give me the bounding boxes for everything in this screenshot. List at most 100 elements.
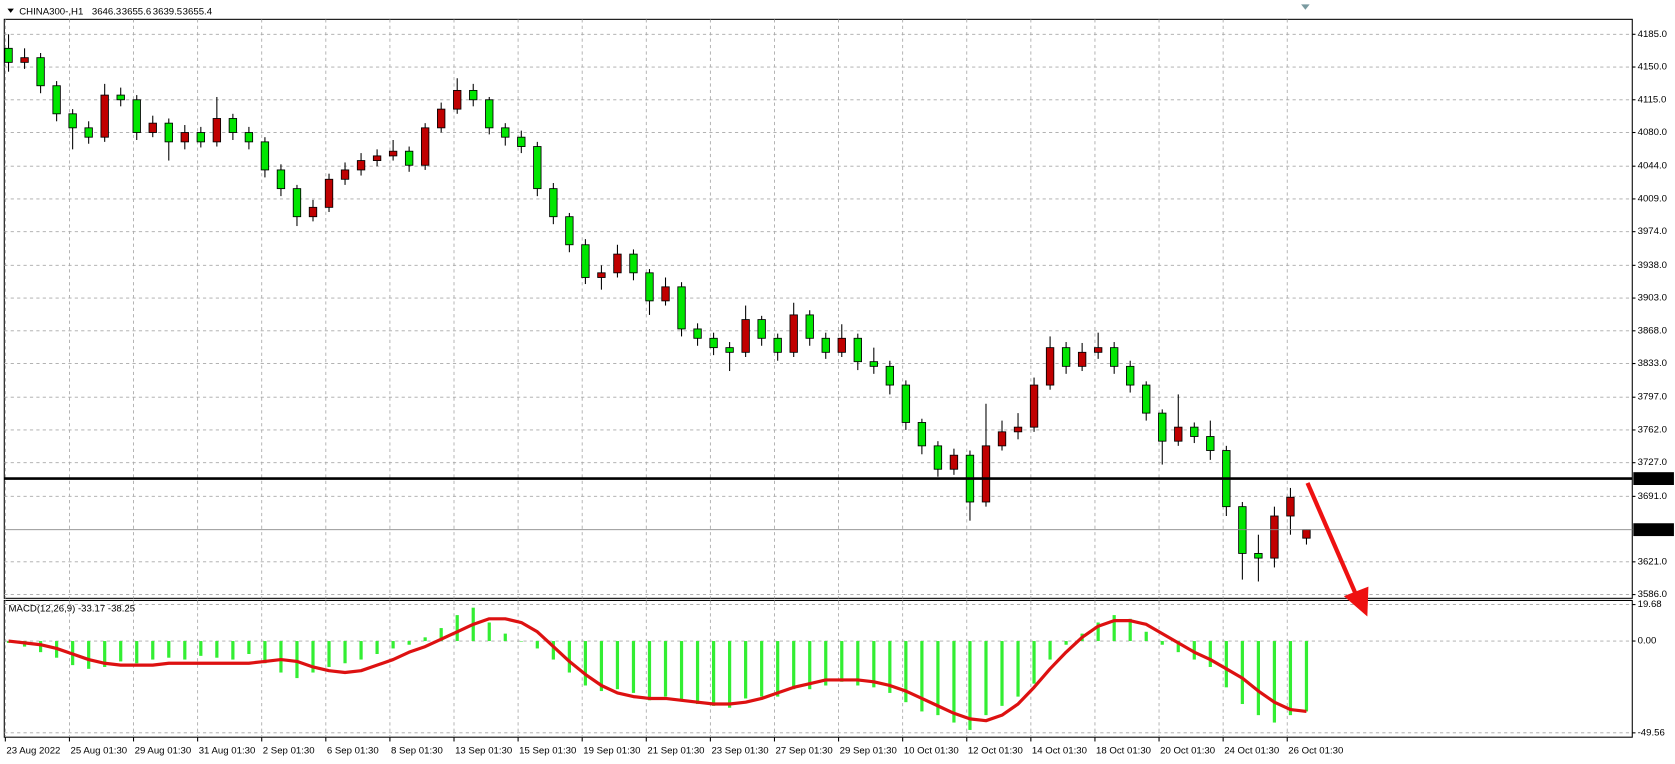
y-tick-label: 4115.0 [1638, 94, 1667, 105]
x-tick-label: 21 Sep 01:30 [647, 746, 704, 757]
macd-bar [375, 641, 379, 655]
candle-body [469, 89, 478, 101]
macd-bar [231, 641, 235, 660]
candle-body [68, 113, 77, 129]
macd-bar [1096, 622, 1100, 642]
candle-body [725, 347, 734, 353]
macd-bar [119, 641, 123, 662]
x-tick-label: 23 Sep 01:30 [711, 746, 768, 757]
candle-body [180, 132, 189, 143]
x-tick-label: 6 Sep 01:30 [327, 746, 379, 757]
macd-bar [615, 641, 620, 690]
macd-bar [663, 641, 668, 697]
y-tick-label: 3621.0 [1638, 556, 1667, 567]
y-tick-label: 3868.0 [1638, 325, 1667, 336]
macd-bar [135, 641, 139, 664]
macd-title: MACD(12,26,9) -33.17 -38.25 [9, 604, 136, 615]
level-label: 3710.0 [1637, 473, 1666, 484]
y-tick-label: 4009.0 [1638, 193, 1667, 204]
y-tick-label: 3833.0 [1638, 358, 1667, 369]
macd-bar [760, 641, 764, 697]
macd-bar [728, 641, 732, 708]
candle-body [437, 108, 446, 129]
candle-body [453, 89, 462, 110]
candle-body [1206, 436, 1215, 451]
candle-body [372, 155, 382, 161]
macd-bar [695, 641, 700, 705]
menu-triangle[interactable] [7, 8, 14, 13]
level-tag [1633, 472, 1674, 486]
candle-body [292, 188, 302, 218]
macd-bar [327, 641, 331, 667]
macd-bar [535, 641, 539, 649]
macd-bar [888, 641, 892, 693]
macd-bar [87, 641, 91, 669]
macd-bar [311, 641, 315, 673]
macd-bar [1032, 641, 1036, 684]
candle-body [917, 422, 927, 447]
x-tick-label: 24 Oct 01:30 [1224, 746, 1279, 757]
price-panel-frame [3, 18, 1633, 599]
macd-bar [920, 641, 924, 712]
header-low: 3639.5 [153, 6, 182, 17]
macd-bar [1160, 641, 1164, 645]
x-tick-label: 13 Sep 01:30 [455, 746, 512, 757]
macd-bar [359, 641, 363, 660]
candle-body [501, 127, 510, 138]
candle-body [693, 328, 702, 339]
candle-body [565, 216, 574, 246]
y-tick-label: 3586.0 [1638, 589, 1667, 600]
candle-body [837, 337, 846, 353]
candle-body [1174, 426, 1183, 442]
x-tick-label: 8 Sep 01:30 [391, 746, 443, 757]
x-tick-label: 18 Oct 01:30 [1096, 746, 1151, 757]
candle-body [597, 272, 606, 278]
x-tick-label: 12 Oct 01:30 [968, 746, 1023, 757]
candle-body [36, 57, 45, 87]
x-tick-label: 26 Oct 01:30 [1288, 746, 1343, 757]
macd-bar [1016, 641, 1020, 697]
candle-body [1077, 351, 1087, 367]
macd-bar [439, 628, 443, 642]
macd-bar [711, 641, 716, 706]
y-tick-label: 3691.0 [1638, 491, 1667, 502]
macd-bar [984, 641, 988, 716]
macd-bar [1048, 641, 1052, 660]
macd-bar [1288, 641, 1293, 716]
candle-body [20, 57, 29, 63]
macd-bar [1272, 641, 1277, 723]
candle-body [1254, 552, 1263, 559]
candle-body [645, 272, 654, 302]
candle-body [773, 337, 782, 353]
candle-body [196, 132, 205, 143]
y-tick-label: -49.56 [1638, 727, 1665, 738]
candle-body [1045, 347, 1055, 386]
candle-body [1190, 426, 1199, 437]
candle-body [52, 85, 61, 115]
candle-body [485, 99, 494, 129]
macd-bar [1128, 618, 1132, 642]
candle-body [1093, 347, 1103, 353]
macd-bar [1192, 641, 1196, 660]
candle-body [1110, 347, 1119, 367]
candle-body [821, 337, 830, 353]
macd-bar [1112, 615, 1116, 642]
y-tick-label: 4044.0 [1638, 161, 1667, 172]
trend-arrow [1305, 482, 1359, 598]
candle-body [805, 314, 814, 339]
macd-bar [1208, 641, 1212, 667]
candle-body [517, 136, 526, 147]
candle-body [132, 99, 141, 133]
candle-body [420, 127, 430, 166]
candle-body [629, 253, 638, 274]
macd-bar [423, 637, 427, 642]
candle-body [1158, 412, 1167, 442]
candle-body [869, 361, 878, 367]
candle-body [228, 118, 238, 133]
candle-body [901, 384, 911, 423]
macd-bar [38, 641, 43, 653]
candle-body [677, 286, 686, 330]
y-tick-label: 3797.0 [1638, 392, 1667, 403]
y-tick-label: 0.00 [1638, 636, 1657, 647]
candle-body [549, 188, 558, 218]
